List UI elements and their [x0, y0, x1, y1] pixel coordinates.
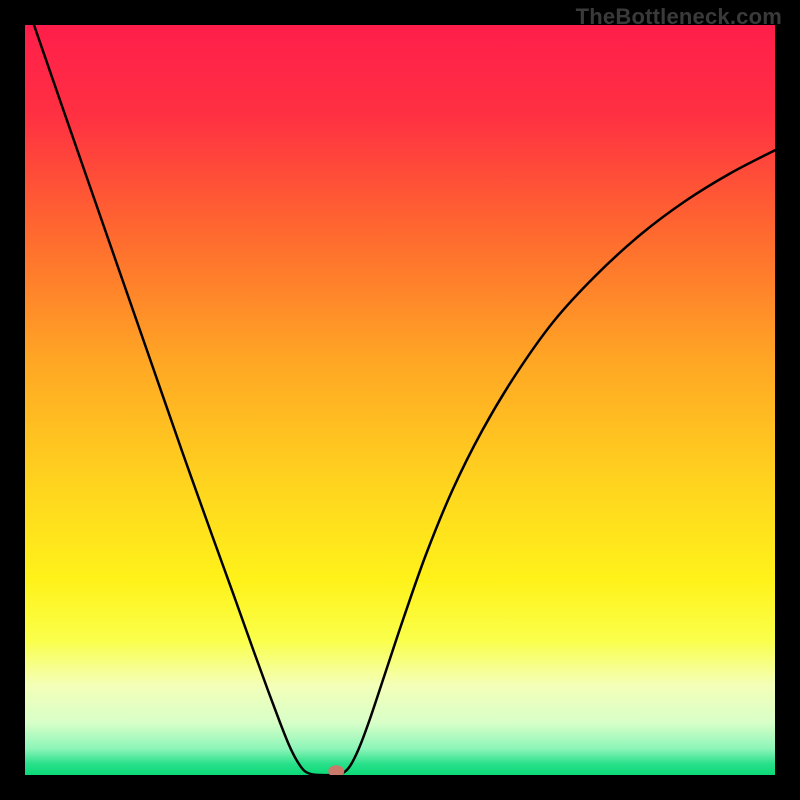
bottleneck-chart	[25, 25, 775, 775]
gradient-background	[25, 25, 775, 775]
watermark-text: TheBottleneck.com	[576, 4, 782, 30]
